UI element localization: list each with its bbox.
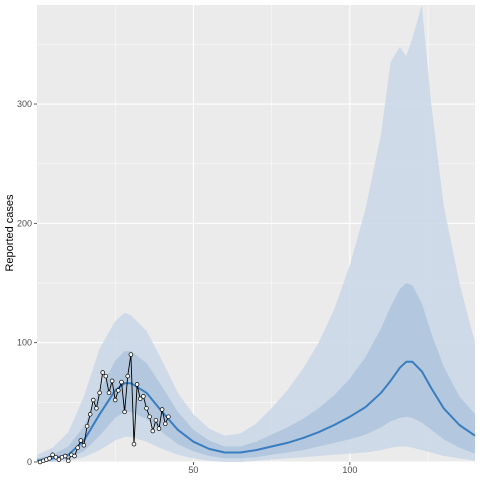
observed-point — [156, 426, 162, 431]
x-tick-label: 100 — [342, 465, 357, 475]
y-tick-label: 0 — [27, 457, 32, 467]
observed-point — [75, 445, 80, 450]
observed-point — [131, 441, 137, 447]
observed-point — [159, 407, 165, 412]
observed-point — [62, 453, 68, 459]
y-tick-label: 200 — [17, 218, 32, 228]
x-tick-label: 50 — [188, 465, 198, 475]
observed-point — [116, 388, 121, 393]
observed-point — [94, 406, 99, 411]
observed-point — [103, 373, 109, 379]
observed-point — [66, 458, 71, 464]
observed-point — [84, 423, 90, 429]
observed-point — [81, 443, 87, 448]
observed-point — [109, 378, 115, 384]
observed-point — [56, 457, 62, 462]
point-layer — [37, 352, 171, 465]
observed-point — [100, 370, 105, 375]
y-tick-label: 300 — [17, 99, 32, 109]
observed-point — [134, 382, 140, 387]
y-axis-title: Reported cases — [4, 194, 16, 272]
observed-point — [72, 453, 77, 459]
observed-point — [122, 409, 127, 415]
observed-point — [112, 397, 118, 403]
observed-point — [53, 454, 59, 460]
observed-point — [97, 390, 102, 396]
observed-point — [128, 352, 134, 357]
inner-uncertainty-band — [37, 283, 475, 462]
observed-point — [47, 456, 52, 461]
y-tick-label: 100 — [17, 338, 32, 348]
observed-point — [163, 421, 168, 427]
observed-point — [125, 373, 130, 379]
observed-point — [87, 412, 93, 417]
observed-point — [147, 414, 152, 419]
observed-point — [153, 417, 159, 423]
outer-uncertainty-band — [37, 5, 475, 462]
observed-point — [137, 396, 143, 402]
band-layer — [37, 5, 475, 462]
observed-point — [144, 406, 149, 411]
median-line — [36, 360, 476, 462]
observed-point — [119, 379, 124, 385]
observed-point — [78, 438, 84, 443]
observed-point — [91, 397, 96, 403]
observed-point — [141, 394, 146, 399]
observed-point — [50, 452, 55, 458]
observed-point — [166, 414, 171, 419]
axis-layer: 50 100 0 100 200 300 — [17, 99, 357, 475]
observed-point — [106, 390, 112, 396]
observed-point — [150, 428, 156, 434]
